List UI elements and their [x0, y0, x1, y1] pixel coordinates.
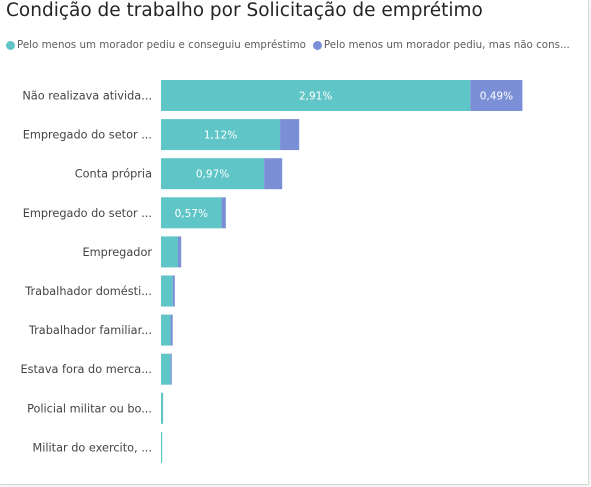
legend-marker-series-1: [6, 40, 15, 50]
bar-series-2[interactable]: [264, 158, 283, 190]
chart-legend: Pelo menos um morador pediu e conseguiu …: [6, 38, 570, 52]
legend-item-series-1[interactable]: Pelo menos um morador pediu e conseguiu …: [6, 39, 306, 51]
bar-series-2[interactable]: [221, 197, 226, 229]
category-label: Trabalhador domésti...: [24, 285, 152, 298]
bar-series-2[interactable]: [170, 314, 173, 346]
bar-series-1[interactable]: [161, 158, 265, 190]
category-label: Estava fora do merca...: [20, 363, 152, 376]
category-label: Policial militar ou bo...: [27, 402, 152, 415]
data-label: 1,12%: [204, 130, 237, 142]
legend-label-series-1: Pelo menos um morador pediu e conseguiu …: [17, 39, 306, 51]
legend-label-series-2: Pelo menos um morador pediu, mas não con…: [323, 39, 570, 51]
bar-series-1[interactable]: [161, 80, 471, 111]
bar-series-1[interactable]: [161, 119, 281, 151]
bar-series-1[interactable]: [161, 431, 163, 463]
legend-item-series-2[interactable]: Pelo menos um morador pediu, mas não con…: [312, 39, 570, 51]
bar-series-1[interactable]: [161, 275, 173, 307]
category-label: Militar do exercito, ...: [32, 441, 152, 454]
category-label: Empregado do setor ...: [23, 207, 152, 220]
bar-series-2[interactable]: [280, 119, 300, 151]
data-label: 0,57%: [175, 208, 208, 220]
category-label: Empregado do setor ...: [23, 129, 152, 142]
bar-series-2[interactable]: [170, 353, 172, 385]
bar-series-2[interactable]: [172, 275, 175, 307]
category-label: Trabalhador familiar...: [28, 324, 152, 337]
bar-series-1[interactable]: [161, 353, 171, 385]
bar-series-1[interactable]: [161, 392, 164, 424]
bar-series-1[interactable]: [161, 197, 222, 229]
data-label: 0,49%: [480, 91, 513, 103]
chart-title: Condição de trabalho por Solicitação de …: [6, 0, 483, 21]
bar-series-1[interactable]: [161, 236, 179, 268]
bar-series-2[interactable]: [178, 236, 182, 268]
category-label: Empregador: [83, 246, 153, 259]
bar-series-1[interactable]: [161, 314, 171, 346]
category-label: Conta própria: [75, 168, 152, 181]
legend-marker-series-2: [312, 40, 322, 50]
bar-series-2[interactable]: [470, 80, 523, 111]
data-label: 0,97%: [196, 169, 229, 181]
data-label: 2,91%: [299, 91, 332, 103]
category-label: Não realizava ativida...: [22, 90, 152, 103]
